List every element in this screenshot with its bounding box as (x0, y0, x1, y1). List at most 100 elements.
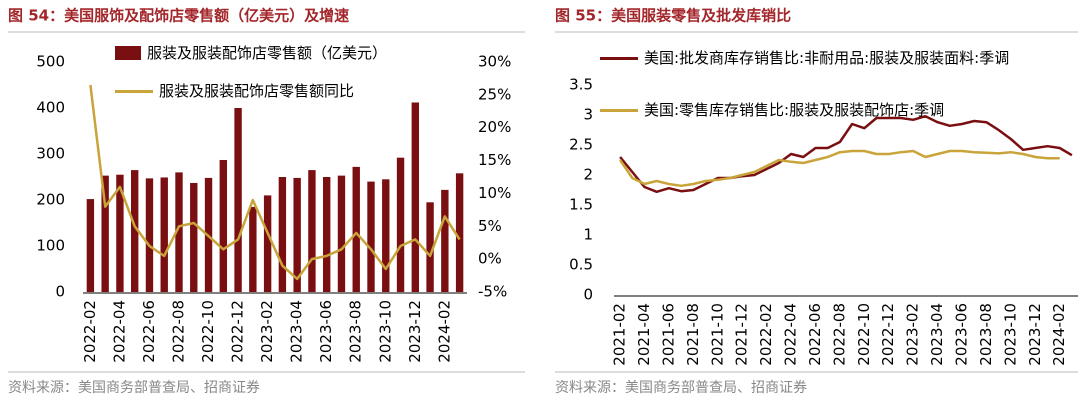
bar (234, 108, 242, 292)
y2-tick-label: 30% (478, 53, 511, 71)
y-tick-label: 3.5 (569, 76, 593, 94)
chart-title: 图 54：美国服饰及配饰店零售额（亿美元）及增速 (8, 7, 349, 25)
x-tick-label: 2023-06 (317, 300, 335, 363)
x-tick-label: 2023-02 (904, 303, 922, 366)
y-tick-label: 0 (55, 283, 65, 301)
x-tick-label: 2022-10 (855, 303, 873, 366)
x-tick-label: 2021-04 (635, 303, 653, 366)
x-tick-label: 2021-10 (708, 303, 726, 366)
legend-swatch (115, 90, 153, 93)
legend-swatch (115, 46, 141, 60)
y-tick-label: 1.5 (569, 196, 593, 214)
x-tick-label: 2022-06 (806, 303, 824, 366)
y2-tick-label: 10% (478, 184, 511, 202)
legend-item: 服装及服装配饰店零售额同比 (115, 80, 455, 102)
bar (145, 178, 154, 292)
y-tick-label: 100 (36, 237, 65, 255)
y-tick-label: 200 (36, 191, 65, 209)
legend-label: 美国:零售库存销售比:服装及服装配饰店:季调 (644, 101, 945, 119)
bar (396, 157, 405, 292)
legend-label: 服装及服装配饰店零售额同比 (159, 82, 355, 100)
x-tick-label: 2022-12 (879, 303, 897, 366)
x-tick-label: 2022-04 (110, 300, 128, 363)
line (619, 149, 1060, 188)
y2-tick-label: 25% (478, 85, 511, 103)
x-tick-label: 2022-08 (170, 300, 188, 363)
legend-swatch (600, 57, 638, 60)
bar (382, 179, 390, 292)
chart-title: 图 55：美国服装零售及批发库销比 (555, 7, 791, 25)
x-tick-label: 2024-02 (1050, 303, 1068, 366)
y-tick-label: 400 (36, 99, 65, 117)
bar (441, 189, 449, 292)
bar (293, 177, 301, 292)
bar (308, 170, 316, 292)
x-tick-label: 2023-06 (953, 303, 971, 366)
bar (263, 195, 272, 292)
source: 资料来源：美国商务部普查局、招商证券 (555, 380, 807, 396)
x-tick-label: 2021-08 (684, 303, 702, 366)
y-tick-label: 500 (36, 53, 65, 71)
legend-item: 美国:零售库存销售比:服装及服装配饰店:季调 (600, 99, 1040, 121)
source: 资料来源：美国商务部普查局、招商证券 (8, 380, 260, 396)
x-tick-label: 2024-02 (435, 300, 453, 363)
x-tick-label: 2023-12 (406, 300, 424, 363)
x-tick-label: 2021-12 (733, 303, 751, 366)
legend-item: 服装及服装配饰店零售额（亿美元） (115, 42, 455, 64)
y2-tick-label: 15% (478, 151, 511, 169)
x-tick-label: 2022-02 (81, 300, 99, 363)
x-tick-label: 2023-04 (288, 300, 306, 363)
bar (175, 172, 183, 292)
bar (278, 177, 287, 292)
bar (411, 102, 419, 292)
bar (86, 199, 95, 292)
y-tick-label: 2 (583, 166, 593, 184)
x-tick-label: 2022-10 (199, 300, 217, 363)
x-tick-label: 2023-12 (1026, 303, 1044, 366)
x-tick-label: 2023-08 (347, 300, 365, 363)
x-tick-label: 2021-06 (659, 303, 677, 366)
legend-label: 服装及服装配饰店零售额（亿美元） (147, 44, 388, 62)
legend-swatch (600, 109, 638, 112)
bar (455, 173, 464, 292)
x-tick-label: 2021-02 (611, 303, 629, 366)
y2-tick-label: -5% (478, 283, 507, 301)
x-tick-label: 2023-04 (928, 303, 946, 366)
x-tick-label: 2023-10 (1001, 303, 1019, 366)
y2-tick-label: 20% (478, 118, 511, 136)
y-tick-label: 2.5 (569, 136, 593, 154)
bar (116, 174, 124, 292)
bar (323, 177, 331, 292)
legend-item: 美国:批发商库存销售比:非耐用品:服装及服装面料:季调 (600, 47, 1040, 69)
bar (219, 159, 227, 292)
y-tick-label: 0 (583, 286, 593, 304)
x-tick-label: 2023-02 (258, 300, 276, 363)
x-tick-label: 2022-02 (757, 303, 775, 366)
bar (367, 181, 375, 292)
x-tick-label: 2023-08 (977, 303, 995, 366)
bar (131, 170, 139, 292)
legend-label: 美国:批发商库存销售比:非耐用品:服装及服装面料:季调 (644, 49, 1010, 67)
y-tick-label: 300 (36, 145, 65, 163)
y2-tick-label: 0% (478, 250, 502, 268)
x-tick-label: 2022-08 (830, 303, 848, 366)
y-tick-label: 3 (583, 106, 593, 124)
bar (426, 202, 434, 292)
bar (352, 166, 360, 292)
x-tick-label: 2022-12 (229, 300, 247, 363)
x-tick-label: 2023-10 (376, 300, 394, 363)
x-tick-label: 2022-06 (140, 300, 158, 363)
y2-tick-label: 5% (478, 217, 502, 235)
bar (160, 177, 168, 292)
y-tick-label: 0.5 (569, 256, 593, 274)
x-tick-label: 2022-04 (782, 303, 800, 366)
line (89, 84, 461, 281)
bar (249, 206, 257, 292)
bar (337, 175, 346, 292)
bar (101, 175, 109, 292)
bar (190, 182, 198, 292)
line (619, 114, 1073, 194)
y-tick-label: 1 (583, 226, 593, 244)
